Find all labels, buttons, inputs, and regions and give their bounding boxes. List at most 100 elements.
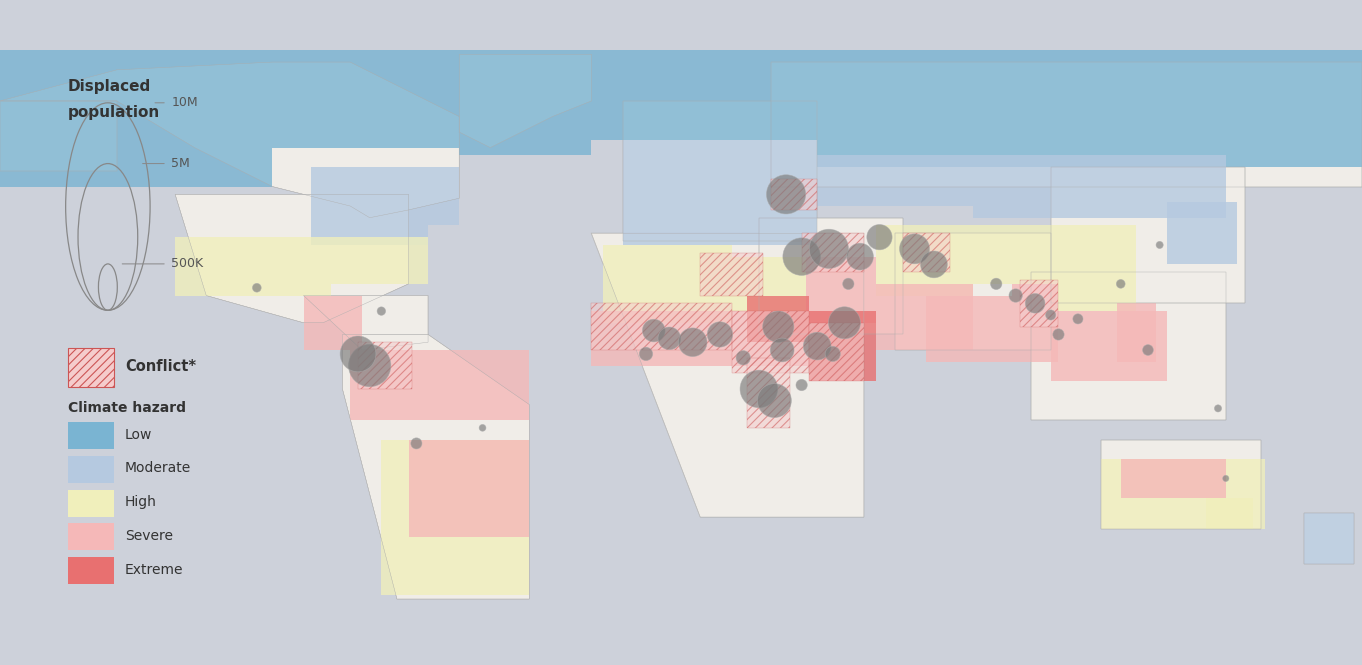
- Bar: [1050, 225, 1136, 311]
- Circle shape: [804, 332, 831, 360]
- Bar: [1102, 459, 1265, 529]
- Bar: [1167, 202, 1238, 265]
- Circle shape: [1215, 405, 1222, 412]
- Circle shape: [740, 370, 778, 408]
- Bar: [272, 51, 459, 148]
- Circle shape: [643, 319, 665, 342]
- Text: Moderate: Moderate: [125, 462, 191, 475]
- Text: High: High: [125, 495, 157, 509]
- Bar: [1050, 311, 1167, 381]
- Bar: [591, 311, 731, 366]
- Text: 10M: 10M: [172, 96, 197, 109]
- Bar: [731, 257, 805, 311]
- Circle shape: [1046, 310, 1056, 320]
- Circle shape: [1053, 329, 1064, 340]
- Circle shape: [479, 424, 486, 431]
- Circle shape: [658, 327, 681, 350]
- Bar: [1207, 498, 1253, 529]
- Circle shape: [1009, 289, 1023, 302]
- Circle shape: [349, 344, 391, 387]
- Circle shape: [377, 307, 385, 315]
- Circle shape: [825, 346, 840, 362]
- Text: population: population: [68, 105, 159, 120]
- Circle shape: [763, 311, 794, 342]
- Bar: [926, 295, 1012, 362]
- Bar: [381, 440, 530, 595]
- Bar: [817, 51, 1362, 167]
- Circle shape: [899, 234, 929, 264]
- Bar: [304, 295, 362, 350]
- Bar: [0, 51, 272, 187]
- Text: 500K: 500K: [172, 257, 203, 271]
- Circle shape: [1026, 293, 1045, 313]
- Circle shape: [783, 238, 820, 275]
- Circle shape: [757, 384, 791, 418]
- Bar: [748, 295, 809, 342]
- Bar: [1121, 459, 1226, 498]
- Circle shape: [767, 175, 806, 214]
- Circle shape: [678, 328, 707, 356]
- Circle shape: [828, 307, 861, 338]
- Bar: [312, 167, 428, 245]
- Bar: [176, 237, 331, 295]
- Bar: [331, 237, 428, 284]
- Bar: [731, 311, 809, 366]
- Text: Extreme: Extreme: [125, 563, 184, 577]
- Bar: [68, 456, 114, 483]
- Bar: [409, 440, 530, 537]
- Bar: [591, 51, 817, 140]
- Circle shape: [847, 243, 873, 270]
- Circle shape: [795, 379, 808, 391]
- Circle shape: [1156, 241, 1163, 249]
- Circle shape: [340, 336, 376, 372]
- Bar: [1020, 280, 1058, 327]
- Bar: [68, 422, 114, 450]
- Circle shape: [1117, 279, 1125, 288]
- Circle shape: [252, 283, 262, 292]
- Bar: [428, 167, 459, 225]
- Bar: [903, 233, 949, 272]
- Bar: [68, 348, 114, 386]
- Circle shape: [866, 225, 892, 250]
- Bar: [876, 284, 972, 350]
- Bar: [700, 253, 763, 295]
- Bar: [68, 523, 114, 551]
- Text: Low: Low: [125, 428, 153, 442]
- Circle shape: [1223, 475, 1229, 481]
- Circle shape: [735, 350, 750, 365]
- Bar: [972, 156, 1226, 217]
- Bar: [771, 179, 817, 210]
- Bar: [358, 342, 413, 389]
- Circle shape: [990, 278, 1002, 289]
- Bar: [603, 245, 731, 323]
- Bar: [591, 303, 731, 350]
- Circle shape: [809, 229, 849, 269]
- Bar: [817, 156, 972, 206]
- Bar: [805, 257, 876, 323]
- Bar: [68, 489, 114, 517]
- Circle shape: [771, 338, 794, 362]
- Bar: [972, 225, 1050, 284]
- Circle shape: [843, 278, 854, 289]
- Bar: [748, 358, 790, 428]
- Bar: [459, 51, 591, 156]
- Bar: [1117, 303, 1156, 362]
- Circle shape: [639, 347, 652, 360]
- Bar: [1012, 284, 1058, 362]
- Bar: [802, 233, 864, 272]
- Text: Severe: Severe: [125, 529, 173, 543]
- Text: 5M: 5M: [172, 157, 189, 170]
- Circle shape: [921, 251, 948, 278]
- Bar: [350, 350, 530, 420]
- Bar: [68, 557, 114, 584]
- Bar: [1303, 513, 1354, 564]
- Circle shape: [411, 438, 422, 449]
- Text: Climate hazard: Climate hazard: [68, 401, 185, 415]
- Bar: [809, 323, 864, 381]
- Bar: [731, 311, 809, 373]
- Circle shape: [1143, 344, 1154, 355]
- Circle shape: [1073, 314, 1083, 324]
- Bar: [876, 225, 972, 295]
- Circle shape: [707, 322, 733, 347]
- Bar: [809, 311, 876, 381]
